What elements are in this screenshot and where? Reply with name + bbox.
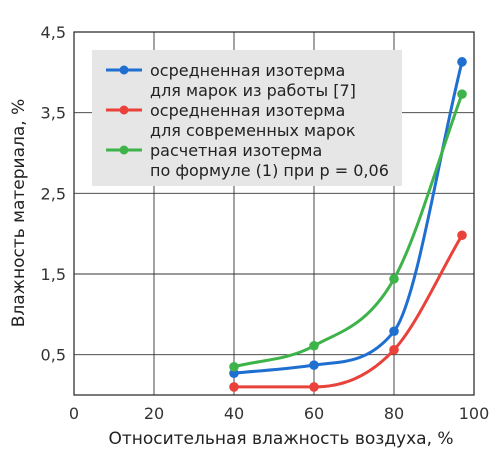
x-axis-label: Относительная влажность воздуха, % <box>108 429 453 449</box>
x-tick-label: 40 <box>224 404 244 423</box>
legend-label: для марок из работы [7] <box>150 81 356 100</box>
data-point <box>457 89 467 99</box>
data-point <box>389 345 399 355</box>
series-line-2 <box>232 233 464 389</box>
series-group <box>229 57 467 392</box>
data-point <box>457 57 467 67</box>
y-tick-label: 0,5 <box>41 346 66 365</box>
x-tick-label: 80 <box>384 404 404 423</box>
series-line-3 <box>232 92 464 369</box>
legend-swatch-marker <box>119 105 129 115</box>
data-point <box>457 230 467 241</box>
x-tick-label: 0 <box>69 404 79 423</box>
legend-label: осредненная изотерма <box>150 61 345 80</box>
data-point <box>229 382 239 392</box>
legend-label: для современных марок <box>150 121 356 140</box>
series-line-1 <box>232 60 464 375</box>
y-tick-label: 2,5 <box>41 184 66 203</box>
data-point <box>229 361 239 372</box>
data-point <box>309 382 319 392</box>
tick-labels: 0 20 40 60 80 100 0,5 1,5 2,5 3,5 4,5 <box>41 23 490 423</box>
y-tick-label: 3,5 <box>41 104 66 123</box>
data-point <box>389 274 399 284</box>
x-tick-label: 60 <box>304 404 324 423</box>
legend-swatch-marker <box>119 145 129 155</box>
legend-label: по формуле (1) при p = 0,06 <box>150 161 389 180</box>
y-tick-label: 1,5 <box>41 265 66 284</box>
legend-box <box>92 50 402 186</box>
legend-label: осредненная изотерма <box>150 101 345 120</box>
y-axis-label: Влажность материала, % <box>9 99 29 328</box>
y-tick-label: 4,5 <box>41 23 66 42</box>
data-point <box>389 326 399 337</box>
legend-label: расчетная изотерма <box>150 141 322 160</box>
x-tick-label: 20 <box>144 404 164 423</box>
data-point <box>309 340 319 351</box>
x-tick-label: 100 <box>459 404 490 423</box>
legend-swatch-marker <box>119 65 129 75</box>
data-point <box>309 360 319 370</box>
